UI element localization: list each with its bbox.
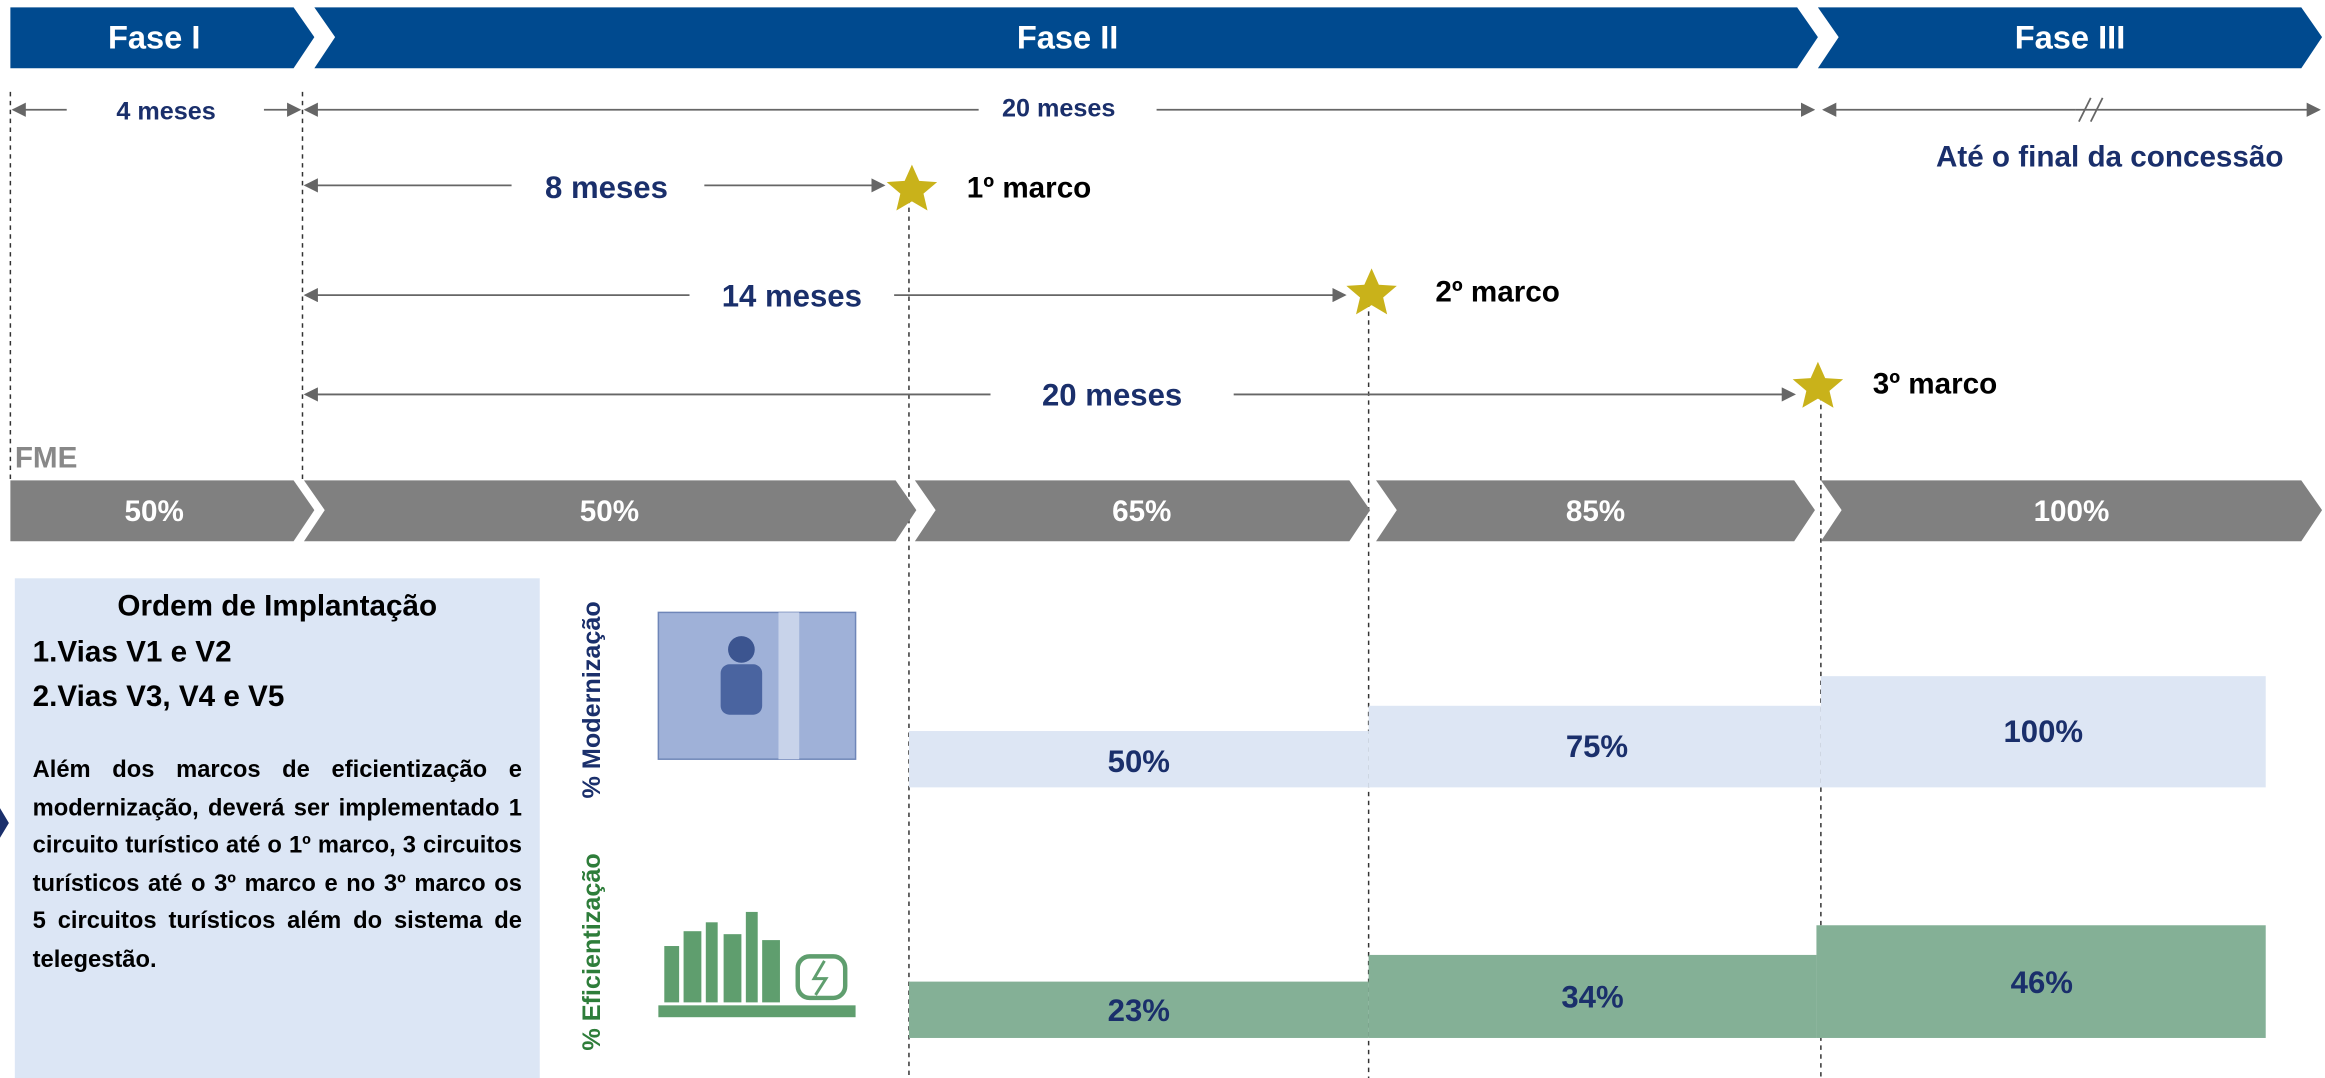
- phase-label: Fase I: [108, 19, 200, 56]
- city-icon: [658, 911, 856, 1018]
- milestone-duration: 14 meses: [722, 278, 862, 313]
- milestone-label: 1º marco: [967, 172, 1092, 205]
- dashed-guides: [9, 91, 1822, 1078]
- panel-title: Ordem de Implantação: [117, 590, 438, 623]
- milestone-label: 3º marco: [1873, 367, 1998, 400]
- bar-label: 34%: [1561, 980, 1623, 1015]
- milestone-stars: [886, 164, 1844, 408]
- panel-item: 1.Vias V1 e V2: [32, 636, 232, 669]
- row-label: % Modernização: [578, 601, 606, 798]
- fme-step: 50%: [580, 495, 639, 528]
- fme-step: 65%: [1112, 495, 1171, 528]
- fme-label: FME: [15, 441, 78, 474]
- duration-label: 4 meses: [116, 97, 215, 125]
- row-label: % Eficientização: [578, 853, 606, 1050]
- fme-chevrons: [10, 480, 2323, 542]
- phase-banner: [1817, 7, 2323, 69]
- bar-label: 75%: [1566, 729, 1628, 764]
- fme-step: 100%: [2034, 495, 2110, 528]
- fme-step: 50%: [125, 495, 184, 528]
- worker-photo: [657, 611, 857, 760]
- bar-label: 50%: [1108, 744, 1170, 779]
- phase-label: Fase II: [1017, 19, 1119, 56]
- fme-step: 85%: [1566, 495, 1625, 528]
- bar-label: 46%: [2011, 965, 2073, 1000]
- modernizacao-bars: [908, 676, 2266, 788]
- duration-arrows: [11, 97, 2321, 402]
- duration-label: 20 meses: [1002, 94, 1115, 122]
- implementation-panel: Ordem de Implantação 1.Vias V1 e V2 2.Vi…: [14, 578, 540, 1078]
- duration-label: Até o final da concessão: [1936, 140, 2284, 173]
- phase-label: Fase III: [2015, 19, 2126, 56]
- eficientizacao-bars: [908, 925, 2266, 1038]
- phase-banner: [10, 7, 315, 69]
- panel-item: 2.Vias V3, V4 e V5: [32, 680, 285, 714]
- phase-banner: [314, 7, 1818, 69]
- edge-arrow: [0, 808, 9, 838]
- bar-label: 100%: [2003, 714, 2083, 749]
- milestone-duration: 8 meses: [545, 170, 668, 205]
- panel-note: Além dos marcos de eficientização e mode…: [32, 757, 522, 972]
- bar-label: 23%: [1108, 993, 1170, 1028]
- milestone-duration: 20 meses: [1042, 378, 1182, 413]
- milestone-label: 2º marco: [1435, 275, 1560, 308]
